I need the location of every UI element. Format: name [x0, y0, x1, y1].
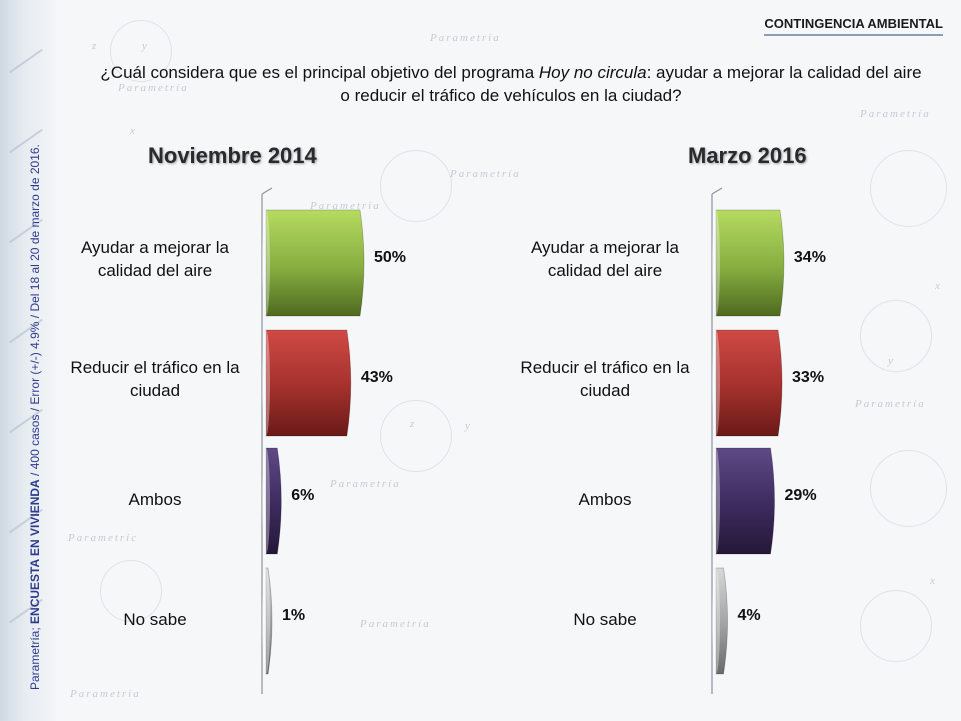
value-label-traffic-march-2016: 33% — [792, 369, 825, 386]
value-label-air-quality-november-2014: 50% — [374, 249, 407, 266]
category-label-traffic-november-2014: Reducir el tráfico en la ciudad — [70, 358, 240, 400]
bar-cap-traffic-november-2014 — [262, 330, 270, 436]
value-label-both-november-2014: 6% — [291, 487, 315, 504]
bar-dont-know-november-2014 — [265, 567, 273, 675]
bar-cap-air-quality-march-2016 — [712, 210, 720, 316]
value-label-air-quality-march-2016: 34% — [793, 249, 826, 266]
bar-both-march-2016 — [715, 447, 775, 555]
category-label-traffic-march-2016: Reducir el tráfico en la ciudad — [520, 358, 690, 400]
decorative-side-strip — [0, 0, 56, 721]
bar-cap-traffic-march-2016 — [712, 330, 720, 436]
bar-cap-air-quality-november-2014 — [262, 210, 270, 316]
bar-air-quality-march-2016 — [715, 209, 785, 317]
value-label-dont-know-march-2016: 4% — [737, 607, 761, 624]
bar-air-quality-november-2014 — [265, 209, 365, 317]
value-label-both-march-2016: 29% — [784, 487, 817, 504]
category-label-both-november-2014: Ambos — [128, 490, 182, 509]
value-label-dont-know-november-2014: 1% — [282, 607, 306, 624]
axis-line-november-2014 — [261, 187, 273, 694]
chart-title-november-2014: Noviembre 2014 — [148, 143, 317, 168]
bar-cap-dont-know-march-2016 — [712, 568, 720, 674]
value-label-traffic-november-2014: 43% — [360, 369, 393, 386]
bar-traffic-march-2016 — [715, 329, 783, 437]
bar-traffic-november-2014 — [265, 329, 352, 437]
panel-march-2016 — [711, 187, 785, 694]
category-label-air-quality-march-2016: Ayudar a mejorar la calidad del aire — [530, 238, 680, 280]
panel-november-2014 — [261, 187, 365, 694]
category-label-both-march-2016: Ambos — [578, 490, 632, 509]
chart-title-march-2016: Marzo 2016 — [688, 143, 807, 168]
category-label-air-quality-november-2014: Ayudar a mejorar la calidad del aire — [80, 238, 230, 280]
bar-dont-know-march-2016 — [715, 567, 728, 675]
bar-cap-dont-know-november-2014 — [262, 568, 270, 674]
survey-question: ¿Cuál considera que es el principal obje… — [100, 63, 922, 105]
category-label-dont-know-march-2016: No sabe — [573, 610, 637, 629]
axis-line-march-2016 — [711, 187, 723, 694]
bar-both-november-2014 — [265, 447, 282, 555]
bar-cap-both-march-2016 — [712, 448, 720, 554]
section-tag: CONTINGENCIA AMBIENTAL — [764, 16, 943, 36]
bar-cap-both-november-2014 — [262, 448, 270, 554]
category-label-dont-know-november-2014: No sabe — [123, 610, 187, 629]
